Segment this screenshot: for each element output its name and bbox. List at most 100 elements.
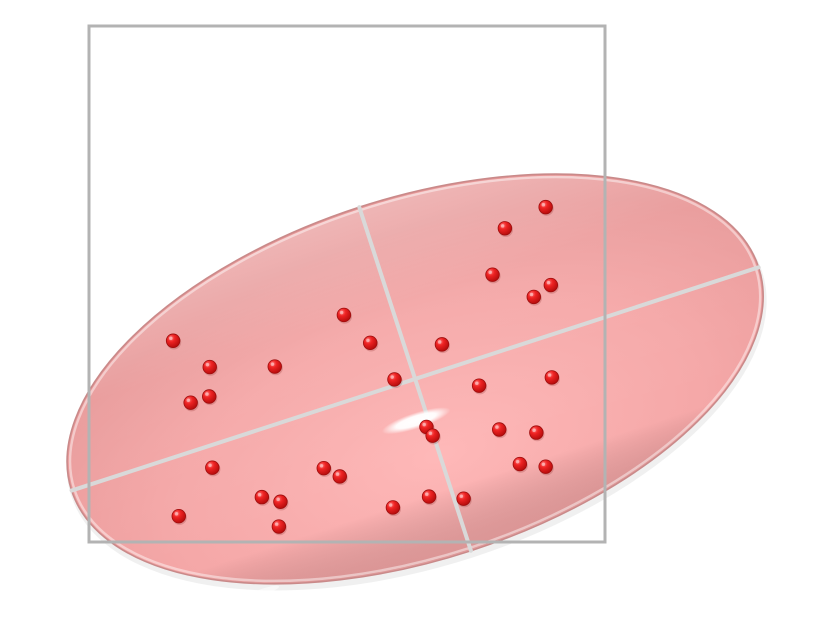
data-point-glint [366,338,370,343]
data-point-glint [274,522,279,526]
data-point [456,491,472,508]
data-point-marker [171,509,186,524]
data-point-marker [271,519,287,534]
data-point-marker [363,335,378,351]
data-point-marker [538,459,553,474]
data-point-marker [316,461,331,476]
data-point-marker [205,460,220,475]
data-point-marker [425,428,440,443]
data-point-marker [471,378,487,393]
data-point-marker [254,489,270,505]
data-point [202,359,218,376]
data-point-glint [515,459,520,464]
confidence-ellipse [66,173,767,598]
data-point-marker [526,289,541,305]
data-point-glint [422,422,426,427]
data-point-glint [424,492,429,496]
data-point-glint [474,381,479,386]
plot-frame [87,24,607,544]
data-point-glint [208,463,212,468]
data-point-glint [428,431,433,436]
data-point [421,489,438,506]
data-point-marker [538,199,553,215]
data-point [316,461,332,477]
data-point [471,378,488,395]
data-point-glint [390,375,394,379]
data-point-marker [421,489,437,504]
data-point [183,395,199,412]
data-point-marker [267,359,282,374]
data-point-marker [529,425,544,440]
data-point-marker [273,494,288,509]
data-point-glint [532,428,536,433]
data-point [434,337,451,354]
data-point [543,277,559,294]
data-point-marker [183,395,198,410]
data-point-marker [544,370,560,385]
data-point-marker [497,221,513,236]
data-point [385,500,402,517]
ellipse-rim-shadow [68,175,763,583]
ellipse-edge-glint [248,585,280,598]
data-point-glint [388,503,393,507]
data-point [497,221,513,237]
data-point [336,307,353,324]
data-point [332,469,348,486]
data-point [271,519,287,536]
data-point [512,456,528,473]
data-point-glint [541,202,546,207]
data-point-marker [543,277,559,293]
data-point-marker [336,307,352,323]
data-point-marker [202,389,217,404]
data-point-glint [488,270,493,275]
data-point-marker [385,500,401,515]
data-point [205,460,221,477]
data-point [273,494,289,511]
data-point-glint [546,280,551,285]
data-point-marker [165,333,181,348]
data-point-marker [492,422,507,437]
ellipse-specular-highlight [381,407,451,435]
data-point [363,335,379,352]
data-point [254,489,270,506]
data-point [538,459,554,476]
data-point-glint [500,224,505,228]
data-point-glint [169,336,173,341]
data-point [529,425,545,442]
data-point-glint [186,398,191,403]
data-point [387,372,403,389]
data-point [485,267,501,284]
data-point-glint [205,362,210,367]
data-point-glint [437,340,442,344]
data-point-marker [512,456,528,472]
data-point-glint [205,392,209,396]
data-point [171,509,187,525]
data-point [526,289,542,306]
data-point-glint [257,492,262,497]
data-point [267,359,283,376]
data-point-marker [456,491,471,506]
data-point-glint [541,462,546,467]
data-point-marker [485,267,500,282]
ellipse-minor-axis [357,205,473,553]
data-point-marker [434,337,450,352]
data-point-marker [202,359,217,375]
data-point-glint [319,464,324,468]
data-point-glint [276,497,280,502]
data-point [165,333,182,350]
data-point-glint [174,512,179,516]
data-point-glint [529,292,534,297]
data-point [538,199,554,216]
data-point-glint [270,362,275,366]
data-point-marker [332,469,347,484]
data-point-marker [387,372,402,387]
data-point-glint [335,472,340,476]
data-point-glint [495,425,499,429]
data-point-glint [547,373,552,377]
data-point [202,389,218,406]
data-point [425,428,441,445]
data-point-glint [339,310,344,315]
data-point-glint [459,494,464,499]
data-point [492,422,508,439]
